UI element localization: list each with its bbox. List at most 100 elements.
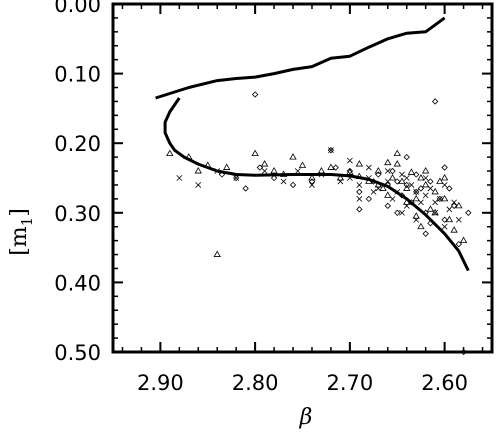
point-cross bbox=[422, 192, 429, 199]
point-cross bbox=[432, 209, 439, 216]
point-diamond bbox=[270, 174, 278, 182]
y-tick-labels: 0.00 0.10 0.20 0.30 0.40 0.50 bbox=[54, 0, 101, 365]
point-diamond bbox=[346, 167, 354, 175]
point-cross bbox=[233, 175, 240, 181]
point-cross bbox=[261, 168, 268, 174]
point-diamond bbox=[422, 230, 429, 237]
point-diamond bbox=[384, 181, 391, 189]
point-triangle bbox=[204, 161, 212, 168]
point-cross bbox=[389, 195, 396, 202]
point-triangle bbox=[355, 160, 364, 167]
point-triangle bbox=[289, 153, 297, 160]
point-cross bbox=[356, 195, 363, 202]
point-triangle bbox=[412, 194, 420, 202]
point-cross bbox=[399, 171, 405, 178]
svg-text:[m1]: [m1] bbox=[7, 208, 36, 256]
point-triangle bbox=[417, 222, 425, 230]
point-diamond bbox=[394, 178, 401, 185]
point-cross bbox=[441, 182, 448, 188]
point-triangle bbox=[298, 161, 307, 168]
point-diamond bbox=[327, 146, 335, 154]
point-triangle bbox=[379, 184, 387, 191]
y-tick-label: 0.20 bbox=[54, 132, 101, 156]
point-cross bbox=[318, 171, 325, 178]
point-cross bbox=[346, 175, 353, 181]
point-cross bbox=[451, 199, 457, 206]
y-tick-label: 0.00 bbox=[54, 0, 101, 17]
point-triangle bbox=[417, 173, 425, 181]
point-diamond bbox=[242, 185, 249, 192]
point-triangle bbox=[403, 198, 411, 205]
y-tick-label: 0.10 bbox=[54, 63, 101, 87]
x-tick-label: 2.70 bbox=[326, 371, 373, 395]
x-tick-labels: 2.90 2.80 2.70 2.60 bbox=[137, 371, 468, 395]
point-triangle bbox=[213, 250, 221, 257]
point-triangle bbox=[393, 160, 401, 167]
point-cross bbox=[399, 209, 405, 216]
x-tick-label: 2.60 bbox=[421, 371, 468, 395]
series-line-2 bbox=[163, 97, 470, 272]
point-triangle bbox=[393, 149, 401, 157]
point-triangle bbox=[403, 184, 411, 191]
point-cross bbox=[328, 147, 334, 154]
series-line-1 bbox=[155, 16, 446, 100]
point-diamond bbox=[408, 199, 415, 206]
point-diamond bbox=[427, 178, 434, 185]
point-triangle bbox=[455, 201, 463, 209]
point-cross bbox=[432, 199, 439, 206]
point-diamond bbox=[413, 188, 420, 196]
point-cross bbox=[214, 168, 221, 174]
point-triangle bbox=[450, 226, 458, 233]
point-cross bbox=[418, 199, 424, 206]
point-diamond bbox=[370, 178, 377, 185]
point-cross bbox=[427, 185, 434, 192]
point-diamond bbox=[233, 174, 240, 182]
point-diamond bbox=[394, 209, 401, 216]
x-axis-label: β bbox=[299, 405, 313, 430]
point-triangle bbox=[251, 149, 259, 157]
point-triangle bbox=[407, 168, 416, 175]
point-diamond bbox=[436, 195, 444, 203]
x-tick-label: 2.90 bbox=[137, 371, 184, 395]
point-cross bbox=[394, 189, 401, 195]
point-diamond bbox=[403, 181, 410, 189]
point-cross bbox=[294, 168, 301, 174]
point-triangle bbox=[317, 167, 326, 174]
point-diamond bbox=[365, 195, 372, 203]
point-triangle bbox=[431, 208, 439, 216]
point-diamond bbox=[375, 171, 382, 178]
point-diamond bbox=[398, 192, 406, 199]
y-tick-label: 0.30 bbox=[54, 202, 101, 226]
point-cross bbox=[337, 178, 344, 185]
point-diamond bbox=[417, 185, 425, 192]
point-cross bbox=[280, 178, 287, 185]
point-diamond bbox=[413, 171, 420, 178]
point-triangle bbox=[279, 170, 288, 177]
point-triangle bbox=[336, 173, 345, 181]
chart-marks bbox=[155, 16, 472, 356]
point-triangle bbox=[398, 177, 406, 184]
point-triangle bbox=[384, 191, 392, 198]
point-triangle bbox=[365, 177, 373, 184]
point-cross bbox=[384, 178, 391, 185]
point-cross bbox=[176, 175, 183, 181]
point-triangle bbox=[445, 215, 454, 223]
point-triangle bbox=[421, 180, 430, 188]
point-diamond bbox=[389, 167, 396, 175]
point-diamond bbox=[256, 164, 264, 171]
point-diamond bbox=[431, 98, 439, 105]
point-cross bbox=[195, 182, 202, 188]
point-triangle bbox=[185, 153, 193, 160]
point-triangle bbox=[436, 177, 444, 184]
point-diamond bbox=[450, 202, 458, 210]
point-triangle bbox=[270, 167, 278, 174]
point-diamond bbox=[446, 185, 453, 192]
point-diamond bbox=[356, 206, 363, 213]
point-diamond bbox=[441, 216, 448, 223]
point-triangle bbox=[194, 167, 202, 174]
point-cross bbox=[346, 157, 353, 164]
point-triangle bbox=[426, 205, 435, 212]
point-cross bbox=[356, 182, 363, 188]
point-diamond bbox=[218, 171, 226, 178]
point-triangle bbox=[374, 167, 382, 174]
